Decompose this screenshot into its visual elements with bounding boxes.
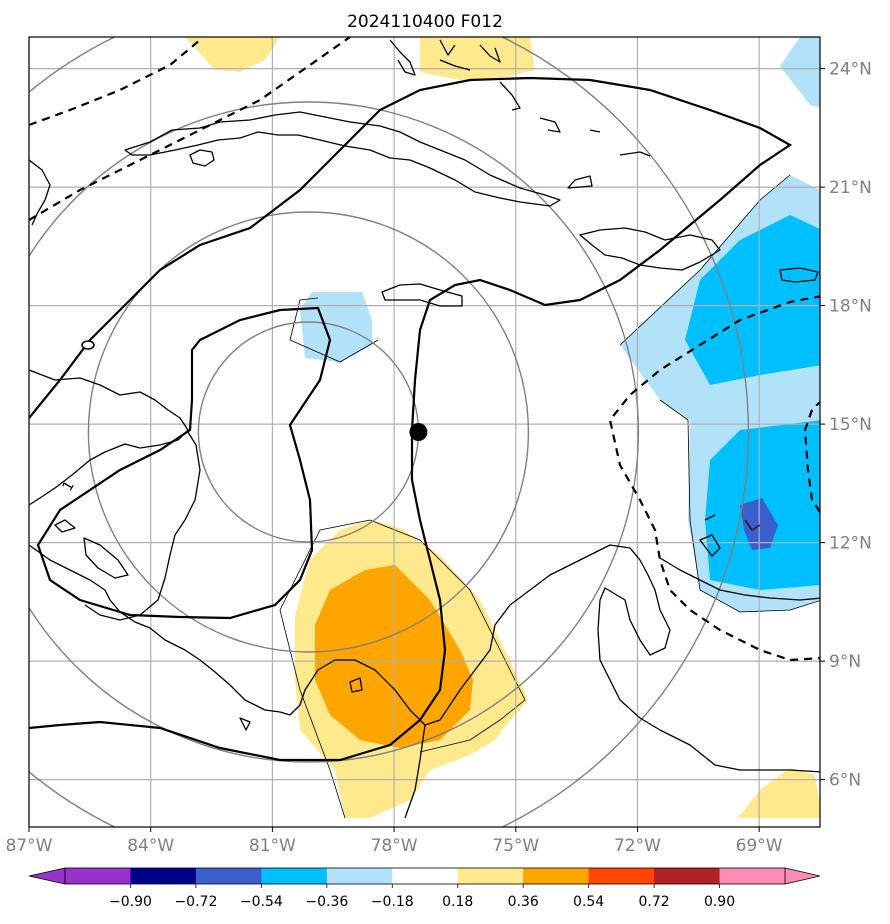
colorbar-tick-label: 0.54 xyxy=(573,894,604,910)
bold-contours xyxy=(29,76,793,762)
colombia-interior xyxy=(404,724,426,819)
colorbar-segment xyxy=(457,868,524,884)
lat-tick-label: 24°N xyxy=(829,60,872,80)
colorbar: −0.90 −0.72 −0.54 −0.36 −0.18 0.18 0.36 0.54 0.7… xyxy=(28,867,821,910)
graticule xyxy=(29,37,820,827)
colorbar-extend-high xyxy=(784,867,821,885)
colorbar-segment xyxy=(261,868,328,884)
jamaica-coast xyxy=(381,283,463,307)
fill-region-yellow-nw xyxy=(185,37,280,72)
colorbar-segment xyxy=(588,868,655,884)
colorbar-extend-low xyxy=(28,867,66,885)
isle-of-youth-coast xyxy=(189,149,215,167)
colorbar-segment xyxy=(523,868,590,884)
fill-region-yellow-se xyxy=(738,768,820,818)
contour-solid-outer xyxy=(29,76,793,762)
nicaragua-coast xyxy=(29,544,291,716)
colorbar-segment xyxy=(326,868,393,884)
colorbar-outline xyxy=(64,867,786,885)
colorbar-tick-label: −0.36 xyxy=(305,894,348,910)
range-ring xyxy=(29,101,640,763)
lon-tick-label: 78°W xyxy=(371,836,418,856)
coastlines xyxy=(29,39,820,819)
cuba-coast xyxy=(124,111,561,207)
map-area: 1 xyxy=(29,37,820,827)
lon-tick-label: 87°W xyxy=(6,836,53,856)
colorbar-segment xyxy=(719,868,786,884)
storm-center-marker xyxy=(409,423,428,441)
lon-tick-label: 75°W xyxy=(492,836,539,856)
colorbar-tick-label: −0.54 xyxy=(240,894,283,910)
colorbar-segment xyxy=(654,868,721,884)
colorbar-tick-label: 0.90 xyxy=(704,894,735,910)
colorbar-segment xyxy=(130,868,197,884)
lat-tick-label: 18°N xyxy=(829,297,872,317)
lat-tick-label: 21°N xyxy=(829,178,872,198)
fill-region-light-blue-center xyxy=(300,292,372,362)
lat-tick-label: 15°N xyxy=(829,415,872,435)
colorbar-segment xyxy=(392,868,459,884)
range-ring xyxy=(87,211,530,653)
colorbar-tick-label: 0.72 xyxy=(639,894,670,910)
lake-nicaragua xyxy=(83,537,129,579)
lat-tick-label: 6°N xyxy=(829,771,861,791)
honduras-coast xyxy=(84,431,201,621)
colorbar-segment xyxy=(195,868,262,884)
contour-solid-inner xyxy=(36,306,332,620)
filled-contours xyxy=(185,37,820,818)
latitude-labels: 6°N 9°N 12°N 15°N 18°N 21°N 24°N xyxy=(820,60,872,791)
dashed-contours xyxy=(29,37,820,662)
colorbar-tick-label: −0.18 xyxy=(371,894,414,910)
fill-region-blue-upper xyxy=(685,215,820,385)
colorbar-segment xyxy=(65,868,131,884)
venezuela-coast xyxy=(659,514,820,601)
lat-tick-label: 12°N xyxy=(829,534,872,554)
lon-tick-label: 72°W xyxy=(614,836,661,856)
hispaniola-coast xyxy=(579,227,721,271)
range-ring xyxy=(29,37,749,827)
central-america-coast xyxy=(29,159,189,506)
colorbar-tick-label: 0.18 xyxy=(442,894,473,910)
lat-tick-label: 9°N xyxy=(829,652,861,672)
longitude-labels: 87°W 84°W 81°W 78°W 75°W 72°W 69°W xyxy=(6,827,783,856)
bahamas-coast xyxy=(389,39,651,189)
contour-label-1a: 1 xyxy=(60,478,78,494)
fill-region-light-blue-ne xyxy=(780,37,820,108)
colorbar-tick-label: −0.90 xyxy=(109,894,152,910)
puerto-rico-coast xyxy=(779,267,819,283)
small-islands xyxy=(54,519,363,731)
map-title: 2024110400 F012 xyxy=(347,12,503,32)
panama-coast xyxy=(289,544,820,773)
fill-region-yellow-north xyxy=(420,37,535,80)
map-frame xyxy=(28,36,821,828)
lon-tick-label: 81°W xyxy=(249,836,296,856)
colorbar-tick-label: 0.36 xyxy=(508,894,539,910)
colorbar-tick-label: −0.72 xyxy=(174,894,217,910)
lon-tick-label: 84°W xyxy=(127,836,174,856)
lon-tick-label: 69°W xyxy=(736,836,783,856)
